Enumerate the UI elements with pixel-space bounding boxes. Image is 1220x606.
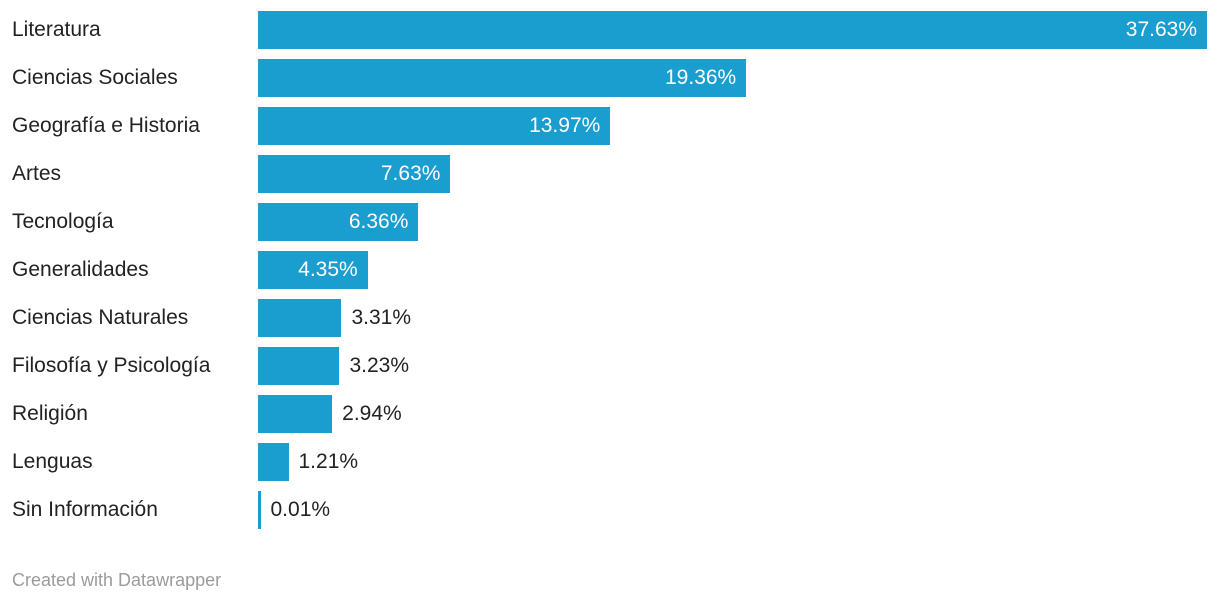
bar-track: 1.21% (258, 443, 1208, 481)
bar-row: Sin Información 0.01% (12, 491, 1208, 529)
bar[interactable]: 7.63% (258, 155, 451, 193)
bar[interactable] (258, 491, 261, 529)
category-label: Literatura (12, 18, 101, 41)
bar-track: 2.94% (258, 395, 1208, 433)
value-label: 7.63% (380, 162, 441, 185)
bar[interactable]: 19.36% (258, 59, 747, 97)
bar-track: 0.01% (258, 491, 1208, 529)
category-label: Sin Información (12, 498, 158, 521)
bar[interactable]: 6.36% (258, 203, 419, 241)
bar-track: 4.35% (258, 251, 1208, 289)
bar-row: Ciencias Sociales 19.36% (12, 59, 1208, 97)
bar-row: Geografía e Historia 13.97% (12, 107, 1208, 145)
bar-track: 3.31% (258, 299, 1208, 337)
bar-track: 37.63% (258, 11, 1208, 49)
bar[interactable] (258, 395, 333, 433)
bar[interactable] (258, 347, 340, 385)
value-label: 6.36% (348, 210, 409, 233)
bar-track: 19.36% (258, 59, 1208, 97)
value-label: 4.35% (298, 258, 358, 281)
bar[interactable]: 4.35% (258, 251, 368, 289)
bar-row: Tecnología 6.36% (12, 203, 1208, 241)
category-label: Religión (12, 402, 88, 425)
value-label: 19.36% (665, 66, 737, 89)
category-label: Geografía e Historia (12, 114, 200, 137)
value-label: 3.31% (351, 306, 412, 329)
category-label: Ciencias Sociales (12, 66, 178, 89)
bar-row: Lenguas 1.21% (12, 443, 1208, 481)
bar[interactable]: 37.63% (258, 11, 1207, 49)
datawrapper-attribution: Created with Datawrapper (12, 570, 222, 590)
bar[interactable]: 13.97% (258, 107, 611, 145)
bar-rows: Literatura 37.63% Ciencias Sociales 19.36% G… (12, 11, 1208, 539)
value-label: 1.21% (298, 450, 359, 473)
value-label: 37.63% (1125, 18, 1197, 41)
category-label: Filosofía y Psicología (12, 354, 211, 377)
bar-row: Generalidades 4.35% (12, 251, 1208, 289)
category-label: Tecnología (12, 210, 114, 233)
category-label: Lenguas (12, 450, 93, 473)
bar-row: Religión 2.94% (12, 395, 1208, 433)
value-label: 13.97% (529, 114, 601, 137)
bar-row: Literatura 37.63% (12, 11, 1208, 49)
category-label: Generalidades (12, 258, 149, 281)
bar-track: 6.36% (258, 203, 1208, 241)
category-label: Ciencias Naturales (12, 306, 189, 329)
bar[interactable] (258, 443, 289, 481)
category-label: Artes (12, 162, 62, 185)
bar-row: Artes 7.63% (12, 155, 1208, 193)
value-label: 0.01% (270, 498, 331, 521)
bar-track: 7.63% (258, 155, 1208, 193)
value-label: 3.23% (349, 354, 409, 377)
bar[interactable] (258, 299, 342, 337)
bar-track: 13.97% (258, 107, 1208, 145)
value-label: 2.94% (342, 402, 402, 425)
bar-row: Filosofía y Psicología 3.23% (12, 347, 1208, 385)
bar-row: Ciencias Naturales 3.31% (12, 299, 1208, 337)
bar-track: 3.23% (258, 347, 1208, 385)
